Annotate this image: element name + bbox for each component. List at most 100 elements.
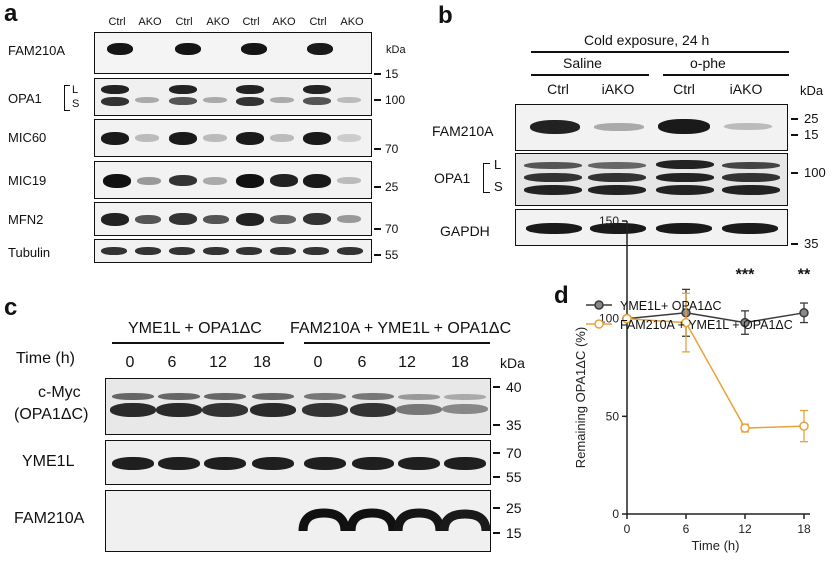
time-value: 18 (451, 354, 469, 371)
lane-label: Ctrl (242, 16, 260, 28)
group-label-saline: Saline (563, 55, 602, 71)
data-point (740, 423, 750, 433)
panel-c-letter: c (4, 294, 18, 321)
condition-label: Cold exposure, 24 h (584, 32, 710, 48)
blot-tubulin (94, 239, 372, 263)
mw-tick (791, 172, 798, 174)
blot-gapdh (515, 209, 788, 246)
x-tick-label: 0 (624, 522, 631, 536)
mw-tick (374, 254, 381, 256)
opa1-short-label: S (494, 179, 503, 194)
data-point (740, 317, 750, 328)
blot-mic60 (94, 119, 372, 157)
mw-label: 25 (506, 500, 522, 516)
condition-underline (531, 51, 789, 53)
mw-tick (493, 452, 500, 454)
row-label-sub: (OPA1ΔC) (14, 406, 89, 423)
time-label: Time (h) (16, 350, 75, 367)
kda-label: kDa (386, 44, 406, 56)
legend-marker (594, 300, 604, 310)
time-value: 18 (253, 354, 271, 371)
y-tick-label: 0 (612, 507, 619, 521)
time-value: 6 (357, 354, 367, 371)
time-value: 0 (125, 354, 135, 371)
mw-label: 55 (506, 469, 522, 485)
row-label: MFN2 (8, 212, 44, 227)
lane-label: Ctrl (108, 16, 126, 28)
mw-label: 25 (385, 180, 399, 194)
blot-fam210a (515, 104, 788, 151)
y-axis-label: Remaining OPA1ΔC (%) (573, 327, 588, 468)
opa1-bracket (64, 85, 70, 111)
group-label-ophe: o-phe (690, 55, 726, 71)
series-line (626, 317, 805, 429)
lane-label: Ctrl (547, 81, 569, 97)
row-label: YME1L (22, 453, 75, 470)
blot-cmyc (105, 378, 491, 435)
series-line (626, 312, 805, 324)
lane-label: Ctrl (309, 16, 327, 28)
opa1-short-label: S (72, 98, 80, 110)
row-label: OPA1 (8, 91, 42, 106)
y-tick-label: 50 (606, 409, 620, 423)
x-tick-label: 18 (797, 522, 811, 536)
kda-label: kDa (500, 355, 525, 371)
lane-label: AKO (340, 16, 364, 28)
row-label: Tubulin (8, 245, 51, 260)
legend-marker (594, 319, 604, 329)
mw-label: 70 (506, 445, 522, 461)
lane-label: iAKO (729, 81, 763, 97)
x-axis-label: Time (h) (692, 538, 740, 553)
row-label: OPA1 (434, 170, 471, 186)
significance-label: *** (736, 267, 755, 284)
row-label: MIC60 (8, 130, 47, 145)
mw-tick (374, 99, 381, 101)
blot-mfn2 (94, 202, 372, 236)
mw-tick (493, 476, 500, 478)
mw-tick (791, 118, 798, 120)
mw-label: 40 (506, 379, 522, 395)
mw-label: 25 (804, 111, 819, 126)
kda-label: kDa (800, 83, 824, 98)
blot-yme1l (105, 440, 491, 485)
opa1-long-label: L (494, 157, 502, 172)
mw-label: 15 (506, 525, 522, 541)
mw-tick (493, 507, 500, 509)
mw-tick (791, 243, 798, 245)
blot-mic19 (94, 161, 372, 199)
mw-tick (374, 73, 381, 75)
data-point (799, 308, 809, 318)
group-underline (531, 74, 649, 76)
group-underline (304, 342, 490, 344)
data-point (799, 421, 809, 431)
mw-tick (493, 532, 500, 534)
row-label: c-Myc (38, 384, 81, 401)
mw-label: 35 (506, 417, 522, 433)
lane-label: AKO (138, 16, 162, 28)
mw-label: 15 (385, 67, 399, 81)
time-value: 0 (313, 354, 323, 371)
y-tick-label: 150 (599, 214, 619, 228)
y-tick-label: 100 (599, 312, 619, 326)
group-underline (663, 74, 789, 76)
panel-a-letter: a (4, 0, 18, 27)
mw-label: 15 (804, 127, 819, 142)
opa1-long-label: L (72, 84, 79, 96)
blot-opa1 (94, 78, 372, 116)
mw-tick (493, 424, 500, 426)
x-tick-label: 6 (683, 522, 690, 536)
data-point (681, 317, 691, 328)
legend-label: FAM210A + YME1L + OPA1ΔC (620, 318, 793, 332)
lane-label: Ctrl (673, 81, 695, 97)
lane-label: iAKO (601, 81, 635, 97)
row-label: GAPDH (440, 223, 490, 239)
lane-label: AKO (206, 16, 230, 28)
time-value: 6 (167, 354, 177, 371)
significance-label: ** (798, 267, 811, 284)
blot-opa1 (515, 153, 788, 206)
row-label: FAM210A (14, 510, 85, 527)
group-label-2: FAM210A + YME1L + OPA1ΔC (290, 320, 512, 337)
lane-label: Ctrl (175, 16, 193, 28)
time-value: 12 (398, 354, 416, 371)
mw-label: 70 (385, 222, 399, 236)
